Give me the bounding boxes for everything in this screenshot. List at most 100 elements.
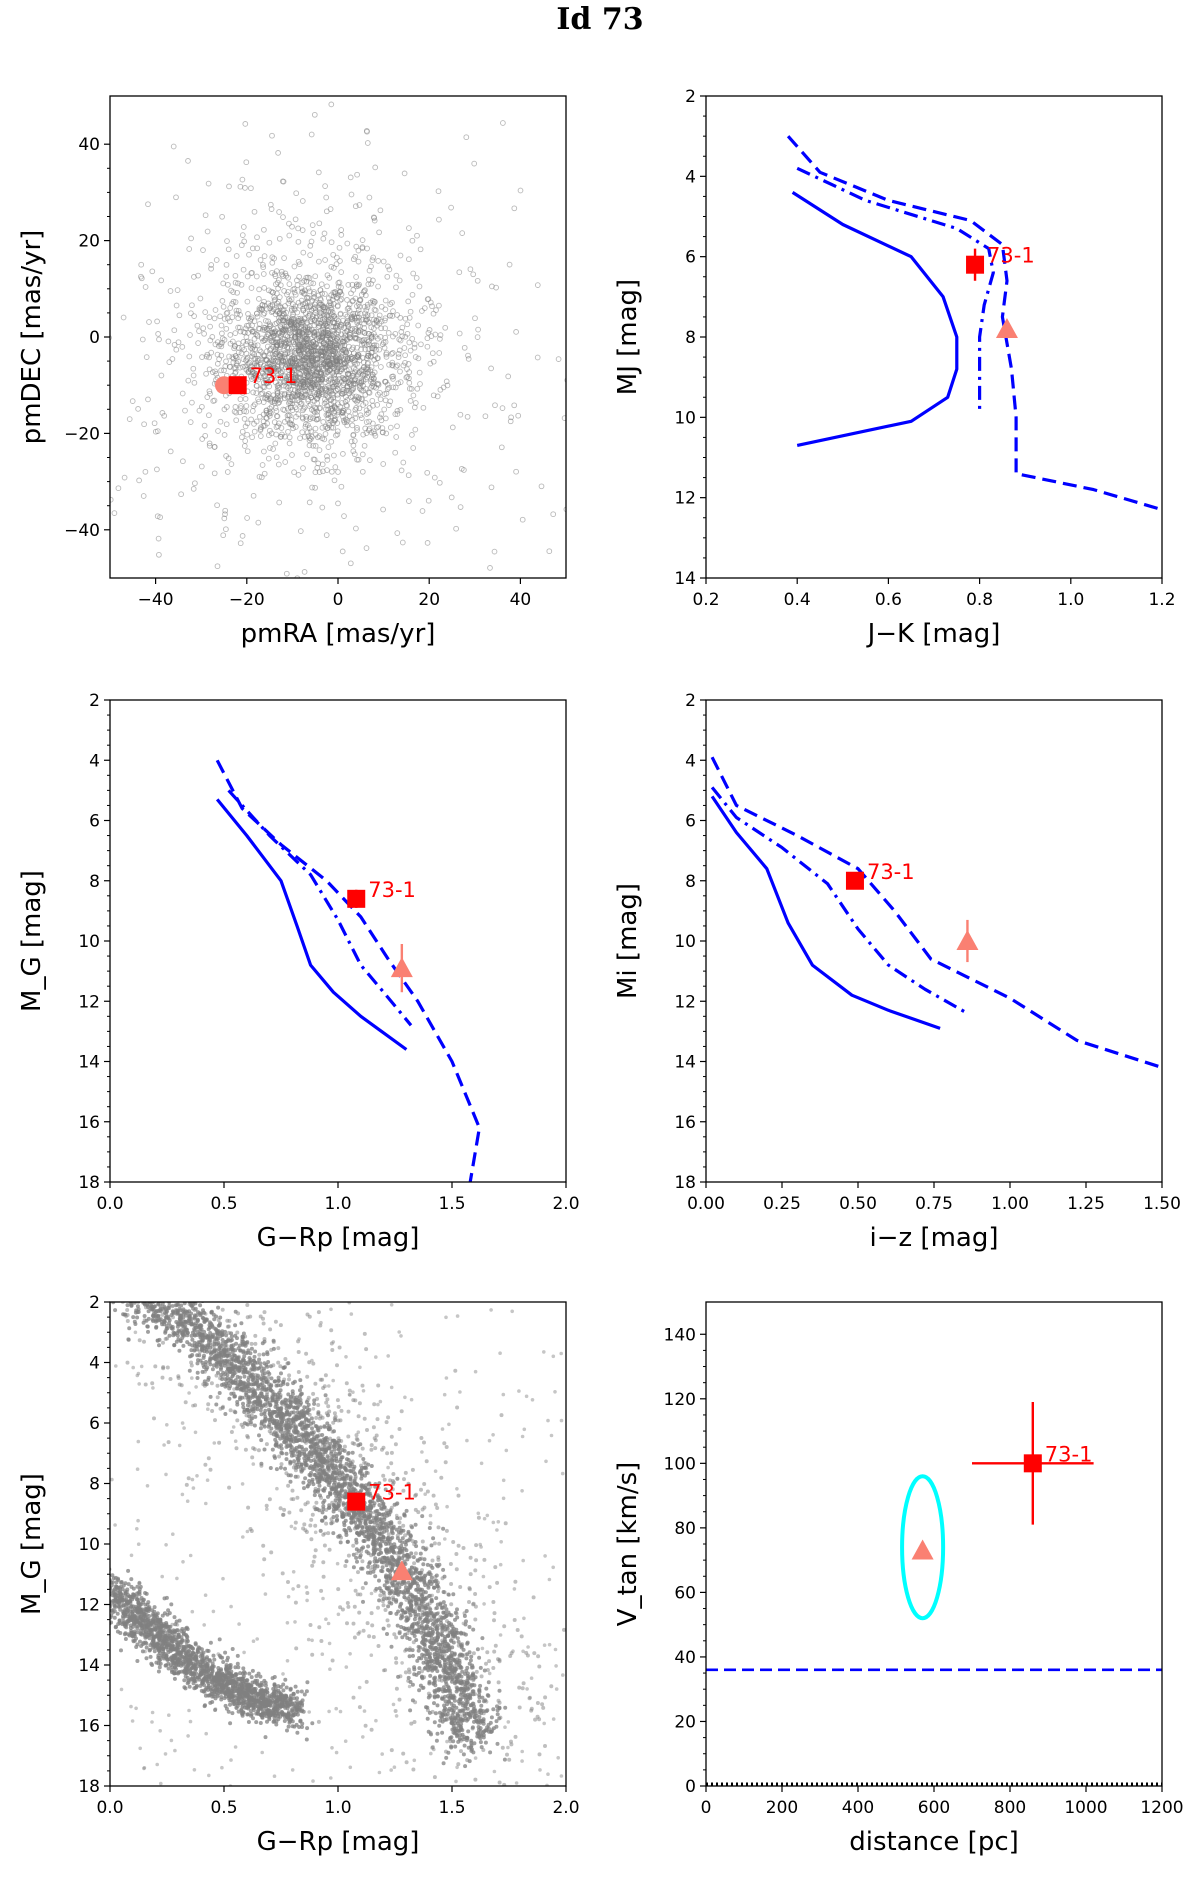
field-star [400, 1635, 405, 1640]
field-star [402, 352, 408, 359]
field-star [176, 312, 183, 319]
field-star [411, 404, 418, 411]
field-star [424, 335, 431, 342]
field-star [385, 330, 392, 336]
field-star [472, 1741, 477, 1746]
field-star [464, 413, 471, 420]
field-star [377, 1547, 382, 1552]
target-marker[interactable] [228, 376, 247, 395]
field-star [344, 321, 351, 328]
field-star [299, 1391, 304, 1396]
field-star [153, 1290, 157, 1294]
field-star [214, 1402, 219, 1407]
field-star [288, 404, 294, 411]
field-star [304, 295, 310, 301]
field-star [208, 265, 214, 272]
field-star [377, 414, 383, 421]
companion-marker[interactable] [215, 376, 233, 395]
field-star [340, 1448, 345, 1452]
field-star [331, 348, 338, 355]
field-star [308, 307, 315, 314]
isochrone-dashed [215, 759, 481, 1182]
field-star [269, 308, 276, 315]
field-star [261, 384, 268, 391]
target-marker[interactable] [347, 889, 366, 908]
field-star [438, 1674, 442, 1679]
field-star [242, 438, 249, 444]
field-star [178, 491, 184, 498]
field-star [171, 341, 178, 348]
field-star [238, 1375, 243, 1380]
isochrone-dashed [786, 135, 1162, 512]
field-star [262, 317, 269, 324]
field-star [126, 1292, 130, 1296]
field-star [340, 451, 346, 457]
field-star [364, 374, 370, 381]
field-star [338, 1540, 343, 1545]
field-star [343, 349, 350, 356]
field-star [237, 405, 244, 411]
field-star [308, 394, 314, 401]
field-star [471, 160, 478, 167]
x-tick-label: 1.0 [1057, 590, 1084, 610]
companion-marker[interactable] [995, 317, 1018, 338]
companion-marker[interactable] [390, 957, 413, 978]
field-star [253, 273, 260, 280]
field-star [169, 1290, 173, 1294]
field-star [213, 257, 220, 263]
field-star [404, 1508, 409, 1513]
field-star [239, 434, 245, 441]
field-star [382, 397, 389, 404]
target-marker[interactable] [966, 255, 985, 274]
field-star [404, 366, 410, 372]
field-star [126, 1290, 130, 1294]
field-star [338, 227, 345, 233]
field-star [121, 474, 128, 481]
target-marker[interactable] [845, 871, 864, 890]
x-tick-label: 1.00 [991, 1194, 1029, 1214]
field-star [386, 384, 392, 391]
field-star [338, 324, 345, 330]
field-star [150, 1317, 155, 1322]
field-star [259, 306, 265, 312]
field-star [238, 242, 245, 249]
field-star [131, 1286, 135, 1290]
field-star [357, 310, 364, 317]
field-star [390, 308, 396, 314]
field-star [474, 277, 481, 284]
field-star [328, 424, 335, 431]
field-star [232, 279, 239, 286]
field-star [333, 261, 340, 267]
field-star [299, 394, 306, 401]
field-star [394, 408, 401, 414]
companion-marker[interactable] [956, 930, 979, 950]
field-star [237, 540, 244, 547]
field-star [354, 353, 361, 359]
field-star [383, 354, 390, 360]
field-star [364, 304, 371, 311]
field-star [298, 1388, 302, 1393]
field-star [511, 205, 518, 212]
field-star [363, 1581, 368, 1586]
field-star [290, 315, 296, 322]
field-star [149, 1282, 153, 1286]
field-star [404, 1548, 409, 1553]
field-star [458, 1733, 463, 1738]
field-star [260, 399, 267, 405]
field-star [170, 1286, 174, 1290]
field-star [235, 349, 242, 356]
field-star [466, 1745, 471, 1750]
isochrone-dashdot [227, 789, 413, 1027]
field-star [241, 408, 247, 415]
field-star [344, 318, 351, 325]
field-star [334, 1465, 339, 1470]
field-star [363, 407, 370, 414]
field-star [317, 405, 324, 411]
field-star [354, 1555, 359, 1560]
field-star [313, 313, 320, 319]
field-star [261, 285, 268, 291]
field-star [360, 431, 367, 438]
field-star [288, 1444, 293, 1448]
field-star [406, 225, 412, 231]
field-star [338, 269, 345, 275]
